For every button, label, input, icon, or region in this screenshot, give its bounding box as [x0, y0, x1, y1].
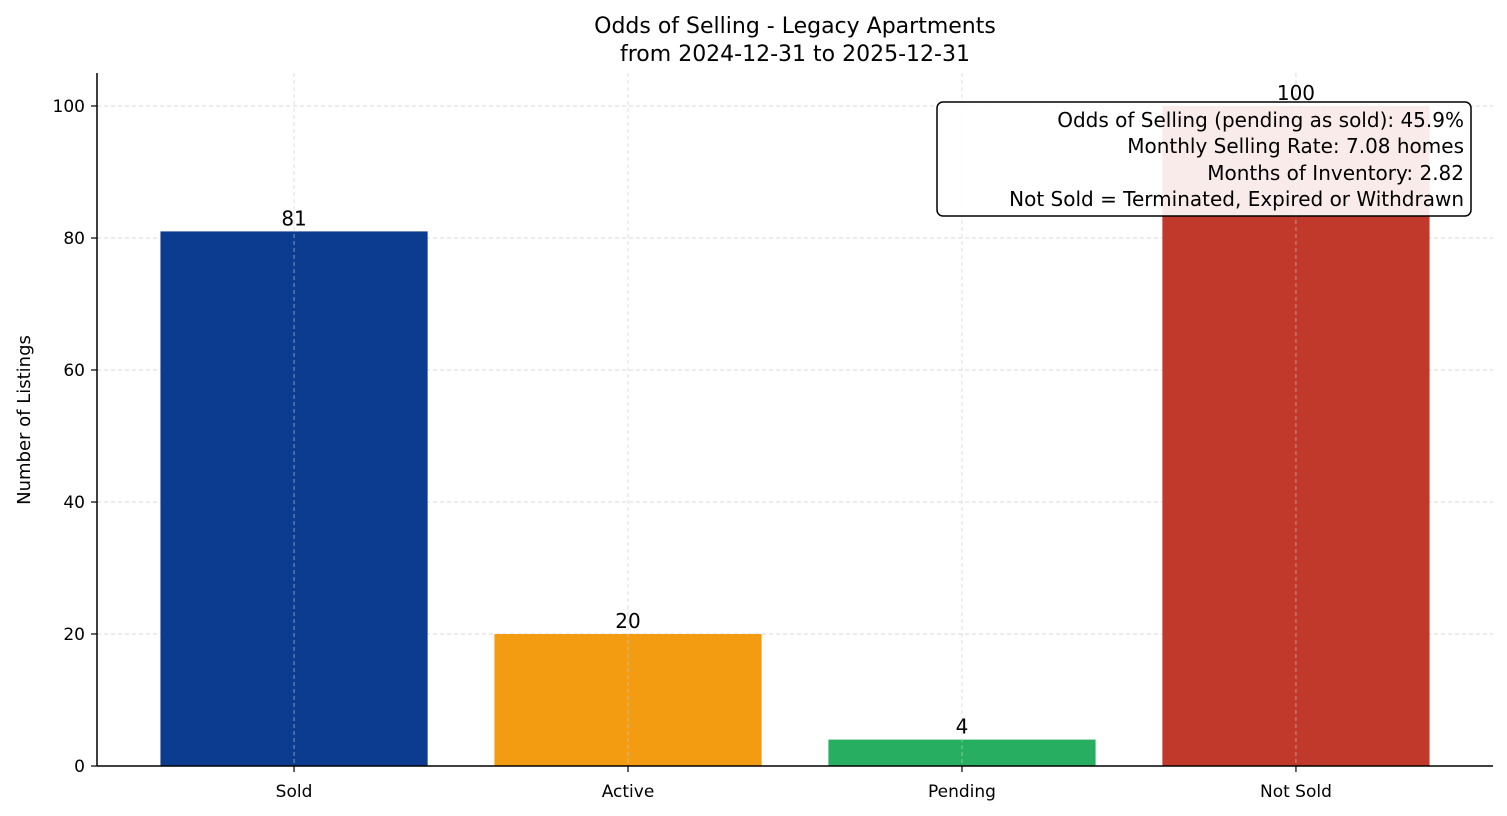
annotation-box: Odds of Selling (pending as sold): 45.9%… [936, 101, 1472, 217]
annotation-line-1: Odds of Selling (pending as sold): 45.9% [1057, 108, 1464, 132]
y-tick-label: 100 [53, 97, 85, 117]
data-label: 20 [615, 609, 640, 633]
y-tick-label: 80 [63, 229, 85, 249]
x-tick-label: Sold [276, 782, 313, 802]
y-tick-label: 20 [63, 625, 85, 645]
data-label: 4 [956, 715, 969, 739]
y-tick-label: 40 [63, 493, 85, 513]
axes [96, 73, 1493, 767]
y-tick-label: 0 [74, 757, 85, 777]
chart-title: Odds of Selling - Legacy Apartments [594, 14, 996, 39]
annotation-box-frame [936, 101, 1472, 217]
data-label: 100 [1277, 81, 1315, 105]
data-labels: 81 20 4 100 [281, 81, 1315, 739]
ticks: 0 20 40 60 80 100 Sold Active Pending Not Sold [53, 97, 1332, 802]
x-tick-label: Active [602, 782, 655, 802]
y-axis-label: Number of Listings [14, 335, 35, 505]
annotation-line-3: Months of Inventory: 2.82 [1207, 161, 1464, 185]
chart-subtitle: from 2024-12-31 to 2025-12-31 [620, 42, 970, 67]
annotation-line-4: Not Sold = Terminated, Expired or Withdr… [1009, 187, 1464, 211]
x-tick-label: Not Sold [1260, 782, 1332, 802]
y-tick-label: 60 [63, 361, 85, 381]
annotation-line-2: Monthly Selling Rate: 7.08 homes [1127, 134, 1464, 158]
x-tick-label: Pending [928, 782, 996, 802]
data-label: 81 [281, 206, 306, 230]
